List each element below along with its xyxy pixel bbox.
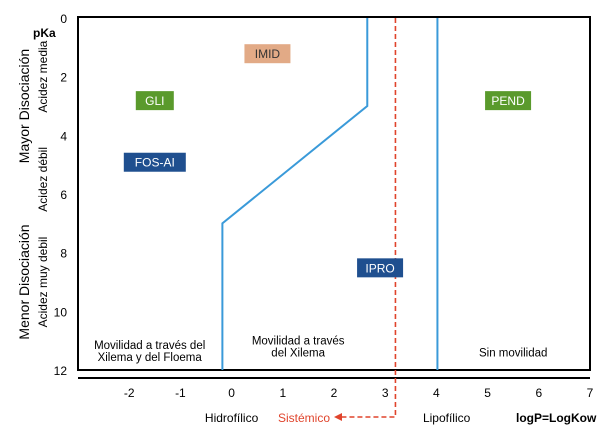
- y-tick-label: 0: [60, 12, 67, 26]
- x-tick-label: 7: [587, 386, 594, 400]
- compound-marker: [123, 152, 186, 172]
- plot-frame: [77, 16, 591, 371]
- x-tick-label: 4: [433, 386, 440, 400]
- y-sub-label: Acidez muy debil: [36, 237, 50, 328]
- x-tick-label: 1: [279, 386, 286, 400]
- x-tick-label: 3: [382, 386, 389, 400]
- systemic-label: Sistémico: [278, 411, 330, 425]
- compound-label: IPRO: [365, 261, 394, 275]
- arrow-left-icon: [334, 413, 342, 421]
- x-axis-label: logP=LogKow: [516, 411, 597, 425]
- x-tick-label: 6: [535, 386, 542, 400]
- compound-label: PEND: [491, 94, 525, 108]
- y-sub-label: Acidez media: [36, 40, 50, 112]
- x-region-label: Hidrofílico: [205, 411, 259, 425]
- y-axis-label: pKa: [33, 26, 56, 40]
- y-group-label: Menor Disociación: [16, 224, 32, 339]
- y-tick-label: 8: [60, 247, 67, 261]
- mobility-boundary-line: [221, 18, 369, 370]
- compound-marker: [244, 44, 291, 64]
- y-sub-label: Acidez débil: [36, 147, 50, 212]
- x-tick-label: -1: [175, 386, 186, 400]
- compound-label: GLI: [145, 94, 164, 108]
- systemic-threshold-line: [342, 18, 397, 418]
- y-tick-label: 2: [60, 71, 67, 85]
- compound-marker: [357, 258, 404, 278]
- zone-label: Xilema y del Floema: [98, 352, 203, 364]
- zone-label: Movilidad a través del: [94, 340, 205, 352]
- x-tick-label: 2: [331, 386, 338, 400]
- y-tick-label: 6: [60, 188, 67, 202]
- compound-label: IMID: [255, 47, 281, 61]
- zone-label: Sin movilidad: [479, 347, 547, 359]
- compound-marker: [135, 91, 174, 111]
- y-tick-label: 10: [54, 305, 68, 319]
- zone-label: Movilidad a través: [252, 336, 345, 348]
- x-tick-label: 0: [228, 386, 235, 400]
- x-tick-label: 5: [484, 386, 491, 400]
- y-tick-label: 4: [60, 129, 67, 143]
- x-region-label: Lipofílico: [423, 411, 471, 425]
- compound-marker: [485, 91, 532, 111]
- zone-label: del Xilema: [271, 348, 325, 360]
- y-tick-label: 12: [54, 364, 68, 378]
- x-tick-label: -2: [124, 386, 135, 400]
- y-group-label: Mayor Disociación: [16, 49, 32, 163]
- compound-label: FOS-AI: [135, 156, 175, 170]
